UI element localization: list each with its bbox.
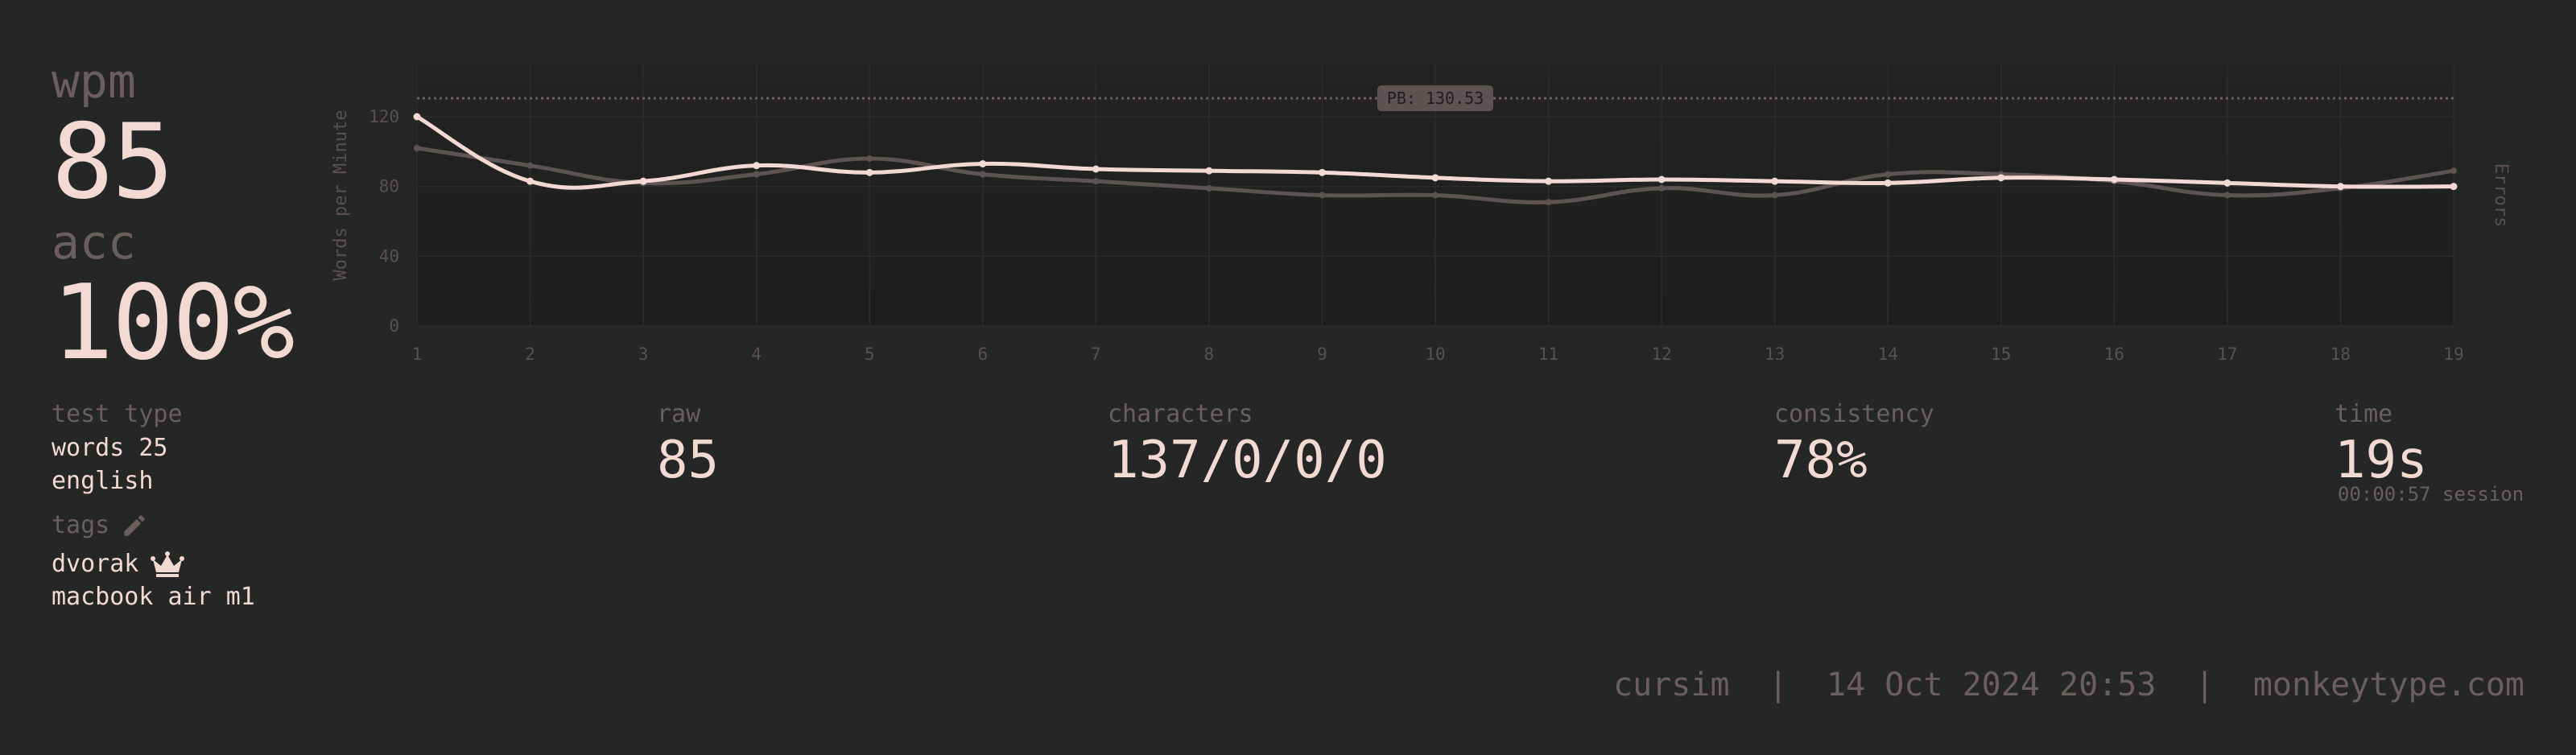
pb-badge: [1377, 85, 1493, 112]
pb-label: PB: 130.53: [1387, 89, 1484, 108]
x-tick-label: 4: [751, 344, 762, 364]
y2-axis-label: Errors: [2491, 163, 2511, 227]
point-raw: [1092, 178, 1100, 185]
footer-datetime: 14 Oct 2024 20:53: [1827, 666, 2157, 703]
point-wpm: [1657, 175, 1666, 184]
point-wpm: [2223, 179, 2231, 187]
point-raw: [414, 145, 420, 151]
y-tick-label: 0: [389, 316, 399, 336]
point-raw: [2223, 192, 2231, 199]
x-tick-label: 19: [2443, 344, 2463, 364]
x-tick-label: 16: [2104, 344, 2124, 364]
point-wpm: [526, 177, 535, 185]
point-wpm: [865, 168, 873, 176]
point-wpm: [2110, 175, 2118, 184]
x-tick-label: 17: [2217, 344, 2237, 364]
pencil-icon[interactable]: [121, 512, 148, 539]
x-tick-label: 14: [1878, 344, 1898, 364]
point-wpm: [1205, 167, 1213, 175]
point-wpm: [2450, 183, 2458, 191]
y-tick-label: 80: [379, 177, 399, 196]
test-type-mode: words 25: [52, 434, 168, 462]
point-wpm: [2336, 183, 2344, 191]
tags-label: tags: [52, 511, 110, 539]
x-tick-label: 5: [865, 344, 875, 364]
point-raw: [1771, 192, 1778, 199]
x-tick-label: 9: [1317, 344, 1327, 364]
crown-icon: [150, 550, 185, 579]
point-wpm: [1884, 179, 1892, 187]
tag-macbook[interactable]: macbook air m1: [52, 583, 255, 611]
point-raw: [1545, 199, 1552, 206]
footer-user: cursim: [1613, 666, 1730, 703]
x-tick-label: 10: [1425, 344, 1445, 364]
x-tick-label: 6: [977, 344, 988, 364]
tag-dvorak[interactable]: dvorak: [52, 547, 185, 581]
x-tick-label: 2: [525, 344, 535, 364]
time-value: 19s: [2334, 431, 2428, 490]
x-tick-label: 18: [2330, 344, 2351, 364]
point-raw: [1432, 192, 1439, 199]
footer-separator: |: [2194, 666, 2215, 703]
point-wpm: [1092, 165, 1100, 173]
point-raw: [526, 162, 534, 169]
acc-label: acc: [52, 215, 136, 270]
x-tick-label: 15: [1991, 344, 2011, 364]
wpm-label: wpm: [52, 54, 136, 109]
characters-value: 137/0/0/0: [1108, 431, 1387, 490]
point-raw: [2450, 167, 2457, 175]
y-tick-label: 40: [379, 246, 399, 266]
x-tick-label: 8: [1204, 344, 1215, 364]
consistency-value: 78%: [1774, 431, 1868, 490]
point-wpm: [413, 113, 421, 121]
point-wpm: [1997, 174, 2005, 182]
x-tick-label: 1: [412, 344, 423, 364]
acc-value: 100%: [52, 263, 295, 383]
x-tick-label: 13: [1765, 344, 1785, 364]
x-tick-label: 12: [1651, 344, 1671, 364]
point-wpm: [1545, 177, 1553, 185]
session-time: 00:00:57 session: [2338, 483, 2524, 505]
footer-separator: |: [1768, 666, 1788, 703]
test-type-label: test type: [52, 400, 183, 428]
point-wpm: [753, 162, 761, 170]
x-tick-label: 7: [1091, 344, 1101, 364]
tags-header: tags: [52, 512, 148, 539]
time-label: time: [2334, 400, 2393, 428]
tag-label: dvorak: [52, 550, 139, 578]
x-tick-label: 11: [1538, 344, 1558, 364]
point-wpm: [1318, 168, 1326, 176]
point-raw: [979, 171, 986, 178]
point-raw: [753, 171, 760, 178]
y-tick-label: 120: [369, 107, 399, 126]
point-raw: [1885, 171, 1892, 178]
point-wpm: [979, 160, 987, 167]
point-wpm: [639, 177, 647, 185]
test-type-language: english: [52, 467, 154, 495]
point-raw: [1658, 184, 1666, 192]
point-wpm: [1431, 174, 1439, 182]
raw-value: 85: [657, 431, 720, 490]
wpm-value: 85: [52, 102, 174, 222]
raw-label: raw: [657, 400, 701, 428]
footer-site: monkeytype.com: [2252, 666, 2524, 703]
point-raw: [866, 155, 873, 162]
point-wpm: [1771, 177, 1779, 185]
x-tick-label: 3: [638, 344, 649, 364]
footer-watermark: cursim | 14 Oct 2024 20:53 | monkeytype.…: [1613, 666, 2524, 703]
y-axis-label: Words per Minute: [331, 110, 351, 281]
point-raw: [1205, 184, 1212, 192]
characters-label: characters: [1108, 400, 1253, 428]
point-raw: [1319, 192, 1326, 199]
consistency-label: consistency: [1774, 400, 1934, 428]
